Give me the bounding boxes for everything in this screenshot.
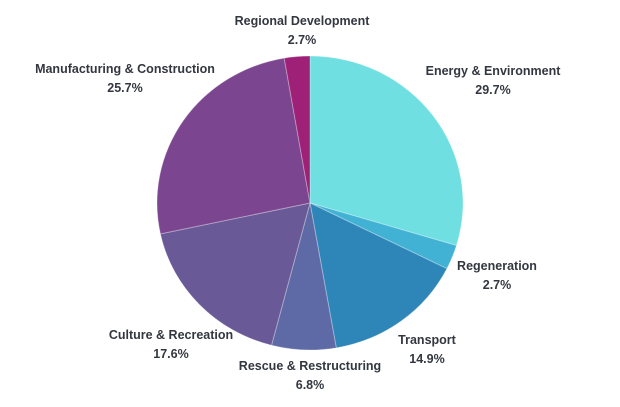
slice-percent-text: 2.7% [482, 278, 512, 293]
pie-slice-regeneration [309, 202, 457, 270]
slice-percent-text: 2.7% [287, 33, 317, 48]
slice-label-transport: Transport 14.9% [398, 333, 456, 367]
slice-category-text: Rescue & Restructuring [238, 359, 382, 373]
slice-category-text: Regional Development [234, 14, 370, 28]
slice-label-rescue-restructuring: Rescue & Restructuring 6.8% [239, 359, 381, 393]
slice-label-culture-recreation: Culture & Recreation 17.6% [109, 328, 233, 362]
slice-percent-text: 14.9% [409, 352, 445, 367]
pie-slice-culture-recreation [159, 202, 311, 346]
slice-label-regional-development: Regional Development 2.7% [235, 14, 370, 48]
slice-percent-text: 25.7% [107, 81, 143, 96]
pie-slice-rescue-restructuring [271, 202, 337, 351]
pie-slice-transport [309, 202, 448, 349]
slice-category-text: Culture & Recreation [108, 328, 234, 342]
slice-label-manufacturing-construction: Manufacturing & Construction 25.7% [35, 62, 215, 96]
slice-category-text: Regeneration [457, 259, 537, 273]
slice-percent-text: 29.7% [475, 83, 511, 98]
slice-category-text: Manufacturing & Construction [35, 62, 215, 76]
slice-category-text: Transport [398, 333, 456, 347]
slice-label-regeneration: Regeneration 2.7% [457, 259, 537, 293]
slice-percent-text: 6.8% [295, 378, 325, 393]
pie-slice-energy-environment [309, 55, 464, 247]
slice-percent-text: 17.6% [153, 347, 189, 362]
slice-category-text: Energy & Environment [425, 64, 561, 78]
slice-label-energy-environment: Energy & Environment 29.7% [426, 64, 561, 98]
pie-slice-regional-development [283, 55, 311, 204]
pie-slice-manufacturing-construction [156, 57, 311, 235]
